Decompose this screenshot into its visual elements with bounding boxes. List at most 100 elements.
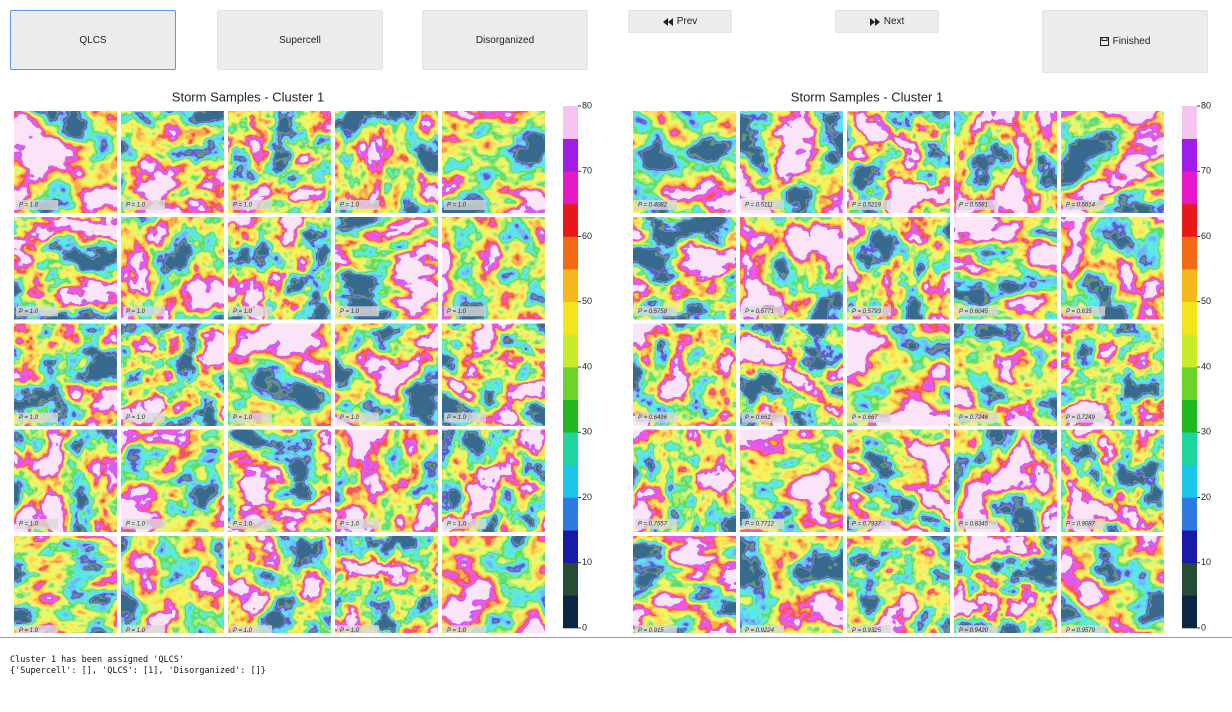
colorbar-band <box>1182 171 1197 205</box>
probability-label: P = 0.4082 <box>638 203 668 209</box>
label-box <box>337 625 379 633</box>
colorbar-band <box>1182 562 1197 596</box>
colorbar-band <box>563 334 578 368</box>
label-box <box>1063 306 1105 317</box>
button-label: Prev <box>676 16 698 27</box>
finished-button[interactable]: Finished <box>1042 10 1208 73</box>
probability-label: P = 1.0 <box>126 309 146 315</box>
colorbar-tick-label: 50 <box>1201 296 1211 306</box>
radar-tile <box>633 217 736 320</box>
probability-label: P = 1.0 <box>233 521 253 527</box>
label-box <box>742 518 784 529</box>
probability-label: P = 1.0 <box>340 628 360 633</box>
colorbar-tick-label: 80 <box>1201 100 1211 110</box>
colorbar-band <box>563 171 578 205</box>
label-box <box>230 625 272 633</box>
colorbar-tick-label: 70 <box>582 166 592 176</box>
probability-label: P = 0.5219 <box>852 203 882 209</box>
colorbar-band <box>1182 301 1197 335</box>
colorbar-band <box>1182 203 1197 237</box>
label-box <box>230 306 272 317</box>
colorbar-tick-label: 60 <box>582 231 592 241</box>
probability-label: P = 1.0 <box>19 309 39 315</box>
label-box <box>16 412 58 423</box>
label-box <box>1063 200 1105 210</box>
colorbar-tick-label: 50 <box>582 296 592 306</box>
colorbar-band <box>563 269 578 303</box>
label-box <box>230 518 272 529</box>
probability-label: P = 1.0 <box>19 521 39 527</box>
radar-tile <box>633 429 736 532</box>
colorbar-tick-label: 40 <box>582 361 592 371</box>
probability-label: P = 1.0 <box>233 203 253 209</box>
label-box <box>849 625 891 633</box>
next-button[interactable]: Next <box>835 10 939 33</box>
next-icon <box>869 17 880 26</box>
radar-tile <box>1061 111 1164 213</box>
probability-label: P = 0.7557 <box>638 521 668 527</box>
radar-tile <box>847 429 950 532</box>
colorbar-band <box>1182 106 1197 139</box>
label-box <box>742 200 784 210</box>
colorbar-band <box>1182 269 1197 303</box>
label-box <box>123 518 165 529</box>
radar-tile <box>442 111 545 213</box>
probability-label: P = 1.0 <box>126 628 146 633</box>
colorbar-tick-label: 70 <box>1201 166 1211 176</box>
probability-label: P = 0.5614 <box>1066 203 1096 209</box>
radar-tile <box>442 217 545 320</box>
colorbar-tick-label: 10 <box>582 557 592 567</box>
button-label: QLCS <box>79 34 107 46</box>
disorganized-button[interactable]: Disorganized <box>422 10 588 70</box>
colorbar-tick-label: 20 <box>582 492 592 502</box>
radar-tile <box>121 217 224 320</box>
output-area: Cluster 1 has been assigned 'QLCS' {'Sup… <box>0 637 1232 712</box>
button-label: Next <box>883 16 905 27</box>
sample-panels: Storm Samples - Cluster 1 P = 1.0 P = 1.0 P… <box>14 89 1211 633</box>
label-box <box>337 200 379 210</box>
probability-label: P = 1.0 <box>19 415 39 421</box>
label-box <box>123 625 165 633</box>
label-box <box>444 200 486 210</box>
label-box <box>849 200 891 210</box>
probability-label: P = 1.0 <box>233 309 253 315</box>
colorbar-band <box>1182 464 1197 498</box>
radar-tile <box>228 323 331 426</box>
panel-title: Storm Samples - Cluster 1 <box>791 89 943 104</box>
probability-label: P = 1.0 <box>447 521 467 527</box>
colorbar-tick-label: 10 <box>1201 557 1211 567</box>
colorbar-band <box>1182 432 1197 466</box>
prev-button[interactable]: Prev <box>628 10 732 33</box>
radar-tile <box>228 429 331 532</box>
colorbar-tick-label: 40 <box>1201 361 1211 371</box>
label-box <box>956 518 998 529</box>
output-line: {'Supercell': [], 'QLCS': [1], 'Disorgan… <box>10 666 266 676</box>
label-box <box>956 200 998 210</box>
probability-label: P = 0.667 <box>852 415 878 421</box>
probability-label: P = 0.5758 <box>638 309 668 315</box>
supercell-button[interactable]: Supercell <box>217 10 383 70</box>
probability-label: P = 0.7246 <box>959 415 989 421</box>
probability-label: P = 1.0 <box>19 628 39 633</box>
radar-tile <box>228 111 331 213</box>
colorbar-band <box>563 367 578 400</box>
probability-label: P = 1.0 <box>126 521 146 527</box>
colorbar-tick-label: 30 <box>1201 427 1211 437</box>
colorbar-band <box>1182 497 1197 531</box>
colorbar-tick-label: 20 <box>1201 492 1211 502</box>
radar-tile <box>1061 536 1164 633</box>
colorbar-tick-label: 30 <box>582 427 592 437</box>
probability-label: P = 1.0 <box>126 415 146 421</box>
colorbar-band <box>1182 399 1197 433</box>
label-box <box>635 200 677 210</box>
output-line: Cluster 1 has been assigned 'QLCS' <box>10 655 184 665</box>
label-box <box>16 200 58 210</box>
label-box <box>849 306 891 317</box>
probability-label: P = 1.0 <box>340 415 360 421</box>
colorbar-band <box>563 562 578 596</box>
label-box <box>444 306 486 317</box>
colorbar-band <box>1182 138 1197 172</box>
qlcs-button[interactable]: QLCS <box>10 10 176 70</box>
colorbar-band <box>563 106 578 139</box>
